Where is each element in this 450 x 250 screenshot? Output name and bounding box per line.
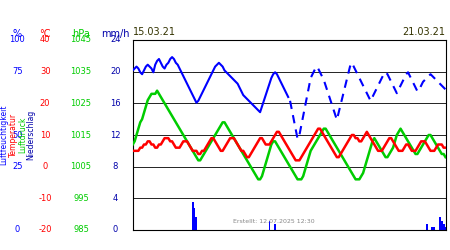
Text: hPa: hPa: [72, 28, 90, 38]
Bar: [433, 227, 435, 230]
Text: 1035: 1035: [70, 67, 91, 76]
Text: 50: 50: [12, 130, 22, 140]
Text: -20: -20: [38, 226, 52, 234]
Text: Luftdruck: Luftdruck: [18, 117, 27, 153]
Text: 0: 0: [113, 226, 118, 234]
Text: 20: 20: [110, 67, 121, 76]
Text: 20: 20: [40, 99, 50, 108]
Text: 40: 40: [40, 36, 50, 44]
Text: 985: 985: [73, 226, 89, 234]
Text: 0: 0: [42, 162, 48, 171]
Text: 995: 995: [73, 194, 89, 203]
Bar: [274, 224, 276, 230]
Bar: [194, 208, 195, 230]
Bar: [445, 227, 446, 230]
Bar: [192, 202, 194, 230]
Text: Temperatur: Temperatur: [9, 113, 18, 157]
Text: 1015: 1015: [71, 130, 91, 140]
Text: 24: 24: [110, 36, 121, 44]
Text: 1025: 1025: [71, 99, 91, 108]
Text: Luftfeuchtigkeit: Luftfeuchtigkeit: [0, 105, 9, 165]
Text: 4: 4: [113, 194, 118, 203]
Text: 1045: 1045: [71, 36, 91, 44]
Text: 100: 100: [9, 36, 25, 44]
Text: Erstellt: 12.07.2025 12:30: Erstellt: 12.07.2025 12:30: [233, 219, 315, 224]
Text: 12: 12: [110, 130, 121, 140]
Bar: [269, 220, 270, 230]
Text: 15.03.21: 15.03.21: [133, 27, 176, 37]
Text: 1005: 1005: [71, 162, 91, 171]
Bar: [439, 217, 441, 230]
Bar: [195, 217, 198, 230]
Text: 75: 75: [12, 67, 22, 76]
Bar: [443, 224, 445, 230]
Text: 8: 8: [113, 162, 118, 171]
Text: 0: 0: [15, 226, 20, 234]
Text: 25: 25: [12, 162, 22, 171]
Text: -10: -10: [38, 194, 52, 203]
Text: %: %: [13, 28, 22, 38]
Text: 30: 30: [40, 67, 50, 76]
Bar: [426, 224, 428, 230]
Text: Niederschlag: Niederschlag: [27, 110, 36, 160]
Text: 16: 16: [110, 99, 121, 108]
Bar: [441, 220, 443, 230]
Text: mm/h: mm/h: [101, 28, 130, 38]
Text: 10: 10: [40, 130, 50, 140]
Bar: [432, 227, 433, 230]
Text: 21.03.21: 21.03.21: [402, 27, 446, 37]
Text: °C: °C: [40, 28, 51, 38]
